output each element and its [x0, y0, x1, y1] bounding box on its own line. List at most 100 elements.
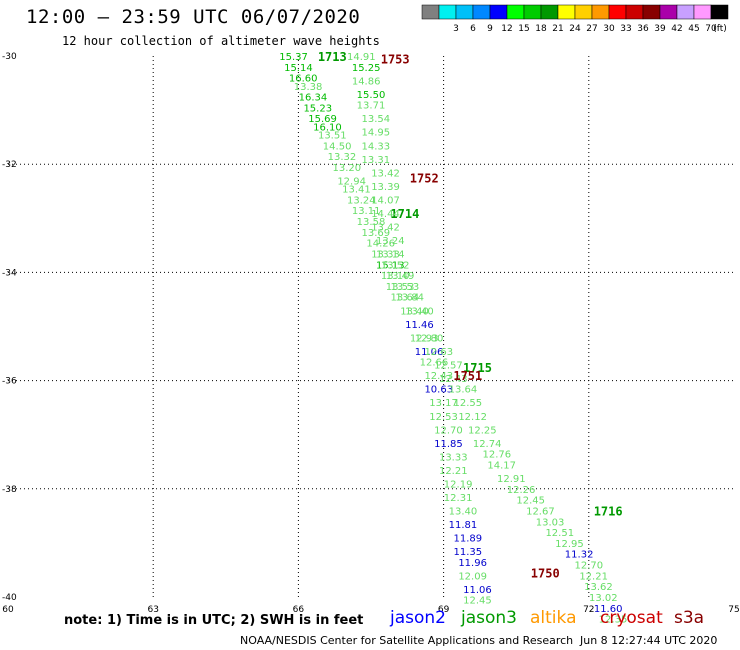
legend-s3a: s3a — [674, 608, 705, 628]
color-scale-label: 18 — [535, 24, 547, 34]
wave-height-value: 12.57 — [434, 360, 463, 371]
wave-height-value: 15.13 — [376, 260, 405, 271]
wave-height-value: 11.96 — [458, 558, 487, 569]
wave-height-value: 12.21 — [439, 466, 468, 477]
lat-tick-label: -32 — [2, 160, 17, 170]
wave-height-value: 11.85 — [434, 439, 463, 450]
wave-height-value: 13.17 — [429, 398, 458, 409]
color-scale-label: 9 — [487, 24, 493, 34]
color-scale-label: 42 — [671, 24, 682, 34]
wave-height-value: 13.71 — [357, 101, 386, 112]
wave-height-value: 12.55 — [453, 398, 482, 409]
wave-height-value: 13.41 — [342, 185, 371, 196]
color-scale-label: 36 — [637, 24, 649, 34]
pass-time-label: 1715 — [463, 361, 492, 375]
wave-height-value: 13.31 — [362, 155, 391, 166]
color-scale-label: 33 — [620, 24, 631, 34]
wave-height-value: 13.20 — [332, 163, 361, 174]
wave-height-value: 14.33 — [362, 141, 391, 152]
lon-tick-label: 72 — [583, 605, 594, 615]
wave-height-value: 13.39 — [371, 182, 400, 193]
wave-height-value: 11.81 — [449, 520, 478, 531]
wave-height-value: 12.67 — [526, 506, 555, 517]
color-scale-label: 27 — [586, 24, 597, 34]
wave-height-value: 15.23 — [303, 103, 332, 114]
pass-time-label: 1713 — [318, 50, 347, 64]
page-title: 12:00 – 23:59 UTC 06/07/2020 — [26, 6, 361, 28]
pass-time-label: 1751 — [453, 369, 482, 383]
wave-height-value: 14.95 — [362, 128, 391, 139]
wave-height-value: 14.91 — [347, 52, 376, 63]
wave-height-value: 12.45 — [463, 596, 492, 607]
wave-height-value: 12.25 — [468, 425, 497, 436]
wave-height-value: 15.14 — [284, 63, 313, 74]
legend-cryosat: cryosat — [600, 608, 663, 628]
wave-height-value: 13.42 — [371, 168, 400, 179]
wave-height-value: 13.64 — [391, 293, 420, 304]
wave-height-value: 12.35 — [599, 615, 628, 626]
color-scale-label: 12 — [501, 24, 512, 34]
wave-height-value: 11.06 — [463, 585, 492, 596]
wave-height-value: 11.60 — [594, 604, 623, 615]
wave-height-value: 13.52 — [381, 260, 410, 271]
lon-tick-label: 69 — [438, 605, 450, 615]
color-scale-label: 45 — [688, 24, 699, 34]
wave-height-value: 12.63 — [424, 347, 453, 358]
pass-time-label: 1716 — [594, 504, 623, 518]
pass-time-label: 1753 — [381, 53, 410, 67]
wave-height-value: 13.33 — [439, 452, 468, 463]
wave-height-value: 13.42 — [371, 222, 400, 233]
wave-height-value: 12.51 — [545, 528, 574, 539]
wave-height-value: 11.35 — [453, 547, 482, 558]
wave-height-value: 13.53 — [391, 282, 420, 293]
wave-height-value: 13.33 — [371, 249, 400, 260]
wave-height-value: 12.91 — [497, 474, 526, 485]
lon-tick-label: 60 — [2, 605, 14, 615]
wave-height-value: 15.37 — [279, 52, 308, 63]
footer-timestamp: Jun 8 12:27:44 UTC 2020 — [580, 634, 718, 647]
wave-height-value: 13.24 — [347, 195, 376, 206]
wave-height-value: 11.46 — [405, 320, 434, 331]
wave-height-value: 13.40 — [405, 306, 434, 317]
wave-height-value: 13.49 — [386, 271, 415, 282]
wave-height-value: 13.64 — [449, 385, 478, 396]
wave-height-value: 12.70 — [434, 425, 463, 436]
wave-height-value: 12.26 — [507, 485, 536, 496]
color-scale-label: 3 — [453, 24, 459, 34]
wave-height-value: 12.70 — [574, 561, 603, 572]
wave-height-value: 13.51 — [318, 130, 347, 141]
wave-height-value: 14.07 — [371, 195, 400, 206]
wave-height-value: 13.53 — [386, 282, 415, 293]
color-scale-label: 15 — [518, 24, 529, 34]
pass-time-label: 1750 — [531, 567, 560, 581]
color-scale-label: 70 — [705, 24, 717, 34]
footer-agency: NOAA/NESDIS Center for Satellite Applica… — [240, 634, 574, 647]
color-scale-unit: (ft) — [713, 24, 727, 34]
wave-height-value: 12.76 — [483, 450, 512, 461]
color-scale-label: 30 — [603, 24, 615, 34]
color-scale-label: 39 — [654, 24, 666, 34]
units-note: note: 1) Time is in UTC; 2) SWH is in fe… — [64, 613, 364, 628]
wave-height-value: 14.86 — [352, 76, 381, 87]
wave-height-value: 12.74 — [473, 439, 502, 450]
wave-height-value: 12.66 — [420, 358, 449, 369]
wave-height-value: 13.10 — [381, 271, 410, 282]
wave-height-value: 12.31 — [444, 493, 473, 504]
legend-jason2: jason2 — [390, 608, 446, 628]
lat-tick-label: -36 — [2, 377, 17, 387]
wave-height-value: 12.21 — [579, 571, 608, 582]
wave-height-value: 12.43 — [424, 371, 453, 382]
wave-height-value: 14.44 — [371, 209, 400, 220]
wave-height-value: 12.09 — [458, 571, 487, 582]
wave-height-value: 13.40 — [449, 506, 478, 517]
color-scale-label: 24 — [569, 24, 581, 34]
wave-height-value: 13.62 — [584, 582, 613, 593]
wave-height-value: 12.45 — [516, 496, 545, 507]
wave-height-value: 15.50 — [357, 90, 386, 101]
wave-height-value: 11.06 — [415, 347, 444, 358]
wave-height-value: 14.50 — [323, 141, 352, 152]
wave-height-value: 12.95 — [555, 539, 584, 550]
wave-height-value: 16.60 — [289, 74, 318, 85]
